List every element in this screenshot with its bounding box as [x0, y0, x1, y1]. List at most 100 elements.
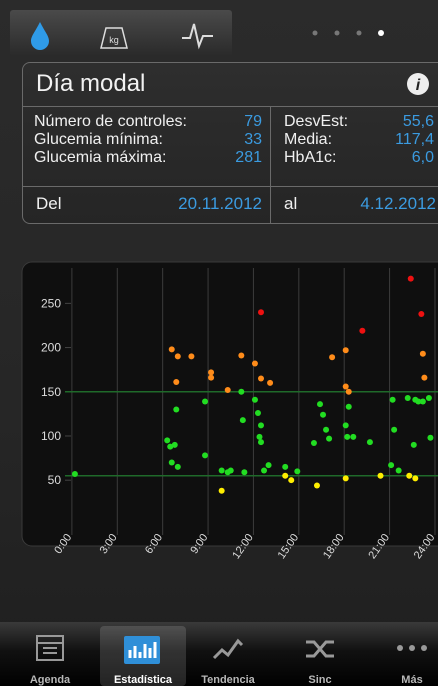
- stat-value: 33: [244, 131, 262, 148]
- data-point: [345, 388, 352, 395]
- svg-text:i: i: [416, 77, 421, 94]
- stat-label: Número de controles:: [34, 113, 187, 130]
- y-tick-label: 50: [48, 473, 62, 487]
- data-point: [258, 309, 264, 316]
- data-point: [342, 347, 349, 354]
- trend-icon: [212, 638, 244, 660]
- data-point: [388, 462, 395, 469]
- stat-value: 55,6: [402, 113, 434, 130]
- data-point: [377, 472, 384, 479]
- data-point: [202, 452, 209, 459]
- tab-icons: [36, 635, 427, 664]
- data-point: [419, 398, 426, 405]
- to-date[interactable]: 4.12.2012: [360, 194, 436, 213]
- data-point: [407, 275, 414, 282]
- data-point: [208, 369, 215, 376]
- data-point: [251, 360, 258, 367]
- data-point: [282, 463, 289, 470]
- data-point: [265, 462, 272, 469]
- to-label: al: [284, 194, 298, 213]
- chart-background: [21, 261, 438, 547]
- data-point: [419, 350, 426, 357]
- data-point: [395, 467, 402, 474]
- data-point: [256, 433, 263, 440]
- data-point: [350, 433, 357, 440]
- data-point: [406, 472, 413, 479]
- data-point: [239, 417, 246, 424]
- data-point: [251, 396, 258, 403]
- page-dots: [312, 30, 384, 36]
- data-point: [71, 470, 78, 477]
- data-point: [410, 441, 417, 448]
- data-point: [359, 327, 366, 334]
- y-tick-label: 250: [41, 296, 61, 310]
- data-point: [389, 396, 396, 403]
- stat-label: Media:: [284, 131, 333, 148]
- page-dot: [356, 30, 362, 36]
- data-point: [168, 346, 175, 353]
- data-point: [326, 435, 333, 442]
- toolbar-icons: kg: [31, 22, 213, 50]
- data-point: [310, 440, 317, 447]
- stat-value: 281: [235, 149, 262, 166]
- divider: [22, 186, 438, 187]
- data-point: [391, 426, 398, 433]
- pulse-icon[interactable]: [182, 23, 213, 50]
- data-point: [317, 401, 323, 408]
- data-point: [366, 439, 373, 446]
- page-dot: [334, 30, 340, 36]
- glucose-icon[interactable]: [31, 22, 49, 50]
- tab-stats[interactable]: Estadística: [113, 674, 173, 686]
- data-point: [258, 422, 264, 429]
- stat-label: Glucemia máxima:: [34, 149, 167, 166]
- tab-sync[interactable]: Sinc: [308, 674, 332, 686]
- sync-icon: [306, 640, 334, 658]
- stat-label: Glucemia mínima:: [34, 131, 163, 148]
- data-point: [342, 383, 349, 390]
- data-point: [258, 439, 264, 446]
- stat-value: 117,4: [395, 131, 434, 148]
- data-point: [173, 379, 180, 386]
- from-label: Del: [36, 194, 62, 213]
- data-point: [261, 467, 268, 474]
- from-date[interactable]: 20.11.2012: [178, 194, 262, 213]
- y-tick-label: 100: [41, 429, 61, 443]
- divider: [270, 106, 271, 224]
- data-point: [345, 403, 352, 410]
- data-point: [218, 467, 225, 474]
- data-point: [171, 441, 178, 448]
- data-point: [224, 387, 231, 394]
- data-point: [320, 411, 327, 418]
- tab-agenda[interactable]: Agenda: [29, 674, 71, 686]
- data-point: [427, 434, 434, 441]
- divider: [22, 106, 438, 107]
- data-point: [267, 379, 274, 386]
- tab-trend[interactable]: Tendencia: [201, 674, 255, 686]
- page-dot-active: [378, 30, 384, 36]
- data-point: [412, 475, 419, 482]
- top-toolbar: kg: [10, 10, 232, 56]
- data-point: [238, 388, 245, 395]
- data-point: [254, 409, 261, 416]
- data-point: [174, 463, 181, 470]
- data-point: [218, 487, 225, 494]
- page-dot: [312, 30, 318, 36]
- data-point: [294, 468, 301, 475]
- data-point: [227, 467, 234, 474]
- data-point: [342, 475, 349, 482]
- y-tick-label: 150: [41, 385, 61, 399]
- stat-label: DesvEst:: [284, 113, 349, 130]
- data-point: [168, 459, 175, 466]
- agenda-icon-lines: [37, 642, 63, 654]
- stat-value: 6,0: [411, 149, 434, 166]
- stats-card: [22, 62, 438, 224]
- chart: 0:00 3:00 6:00 9:00 12:00 15:00 18:00 21:00 24:0…: [21, 261, 438, 560]
- weight-icon[interactable]: [100, 27, 128, 49]
- y-tick-label: 200: [41, 341, 61, 355]
- tab-more[interactable]: Más: [401, 674, 423, 686]
- data-point: [404, 394, 411, 401]
- data-point: [342, 422, 349, 429]
- data-point: [208, 374, 215, 381]
- data-point: [167, 443, 174, 450]
- info-button[interactable]: i: [406, 72, 430, 96]
